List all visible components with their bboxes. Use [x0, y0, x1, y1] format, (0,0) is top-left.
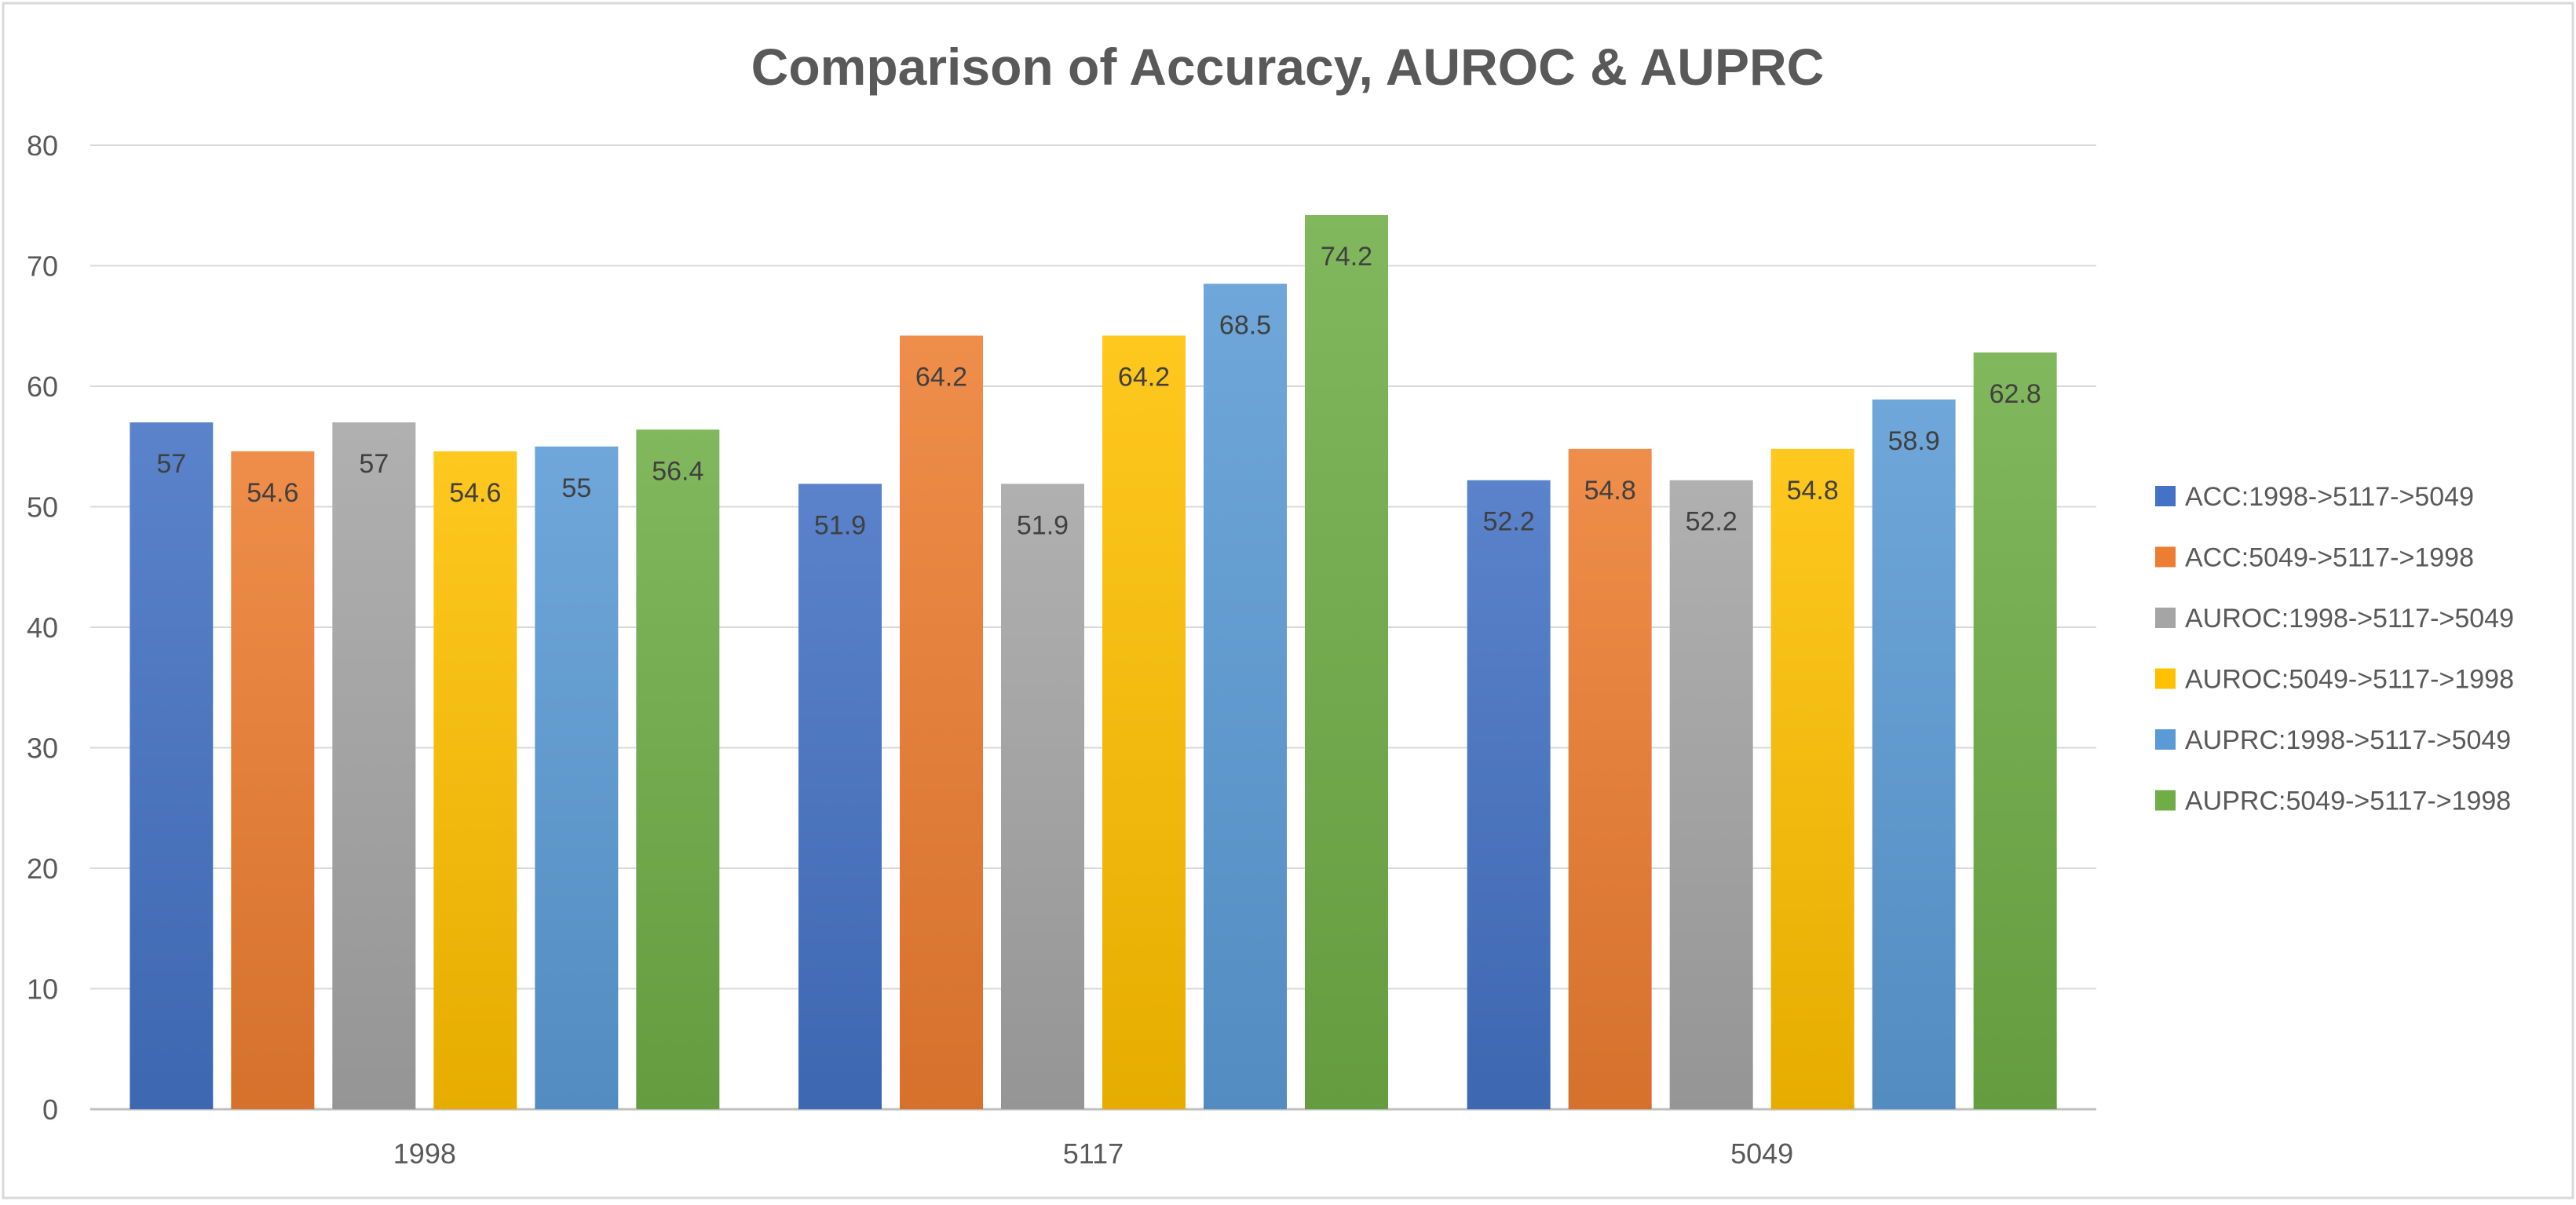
y-tick-label: 70 [27, 250, 58, 283]
data-label: 54.8 [1787, 476, 1839, 506]
legend-label: AUPRC:1998->5117->5049 [2185, 725, 2511, 755]
data-label: 52.2 [1483, 507, 1535, 537]
chart-title: Comparison of Accuracy, AUROC & AUPRC [751, 38, 1825, 96]
bar [1467, 480, 1551, 1109]
legend-item: AUPRC:1998->5117->5049 [2155, 725, 2511, 755]
legend-swatch [2155, 790, 2176, 811]
bar [636, 429, 720, 1109]
x-tick-label: 1998 [393, 1137, 456, 1170]
data-label: 54.6 [449, 478, 501, 508]
y-tick-label: 10 [27, 973, 58, 1006]
axes: 0 10 20 30 40 50 60 70 80 1998 5117 5049 [27, 130, 1793, 1170]
legend-item: AUPRC:5049->5117->1998 [2155, 787, 2511, 816]
y-tick-label: 30 [27, 732, 58, 765]
x-tick-label: 5117 [1063, 1137, 1124, 1170]
legend: ACC:1998->5117->5049 ACC:5049->5117->1998… [2155, 482, 2514, 816]
data-label: 68.5 [1219, 311, 1271, 341]
data-label: 57 [359, 449, 389, 479]
legend-swatch [2155, 729, 2176, 750]
x-tick-label: 5049 [1730, 1137, 1793, 1170]
data-label: 54.8 [1584, 476, 1636, 506]
y-tick-label: 20 [27, 853, 58, 885]
bar [798, 484, 882, 1109]
bar [433, 451, 517, 1109]
data-label: 62.8 [1990, 379, 2041, 409]
gridlines [90, 144, 2096, 1111]
legend-swatch [2155, 486, 2176, 506]
legend-swatch [2155, 546, 2176, 568]
bars [130, 215, 2057, 1109]
data-label: 55 [561, 473, 591, 503]
data-label: 58.9 [1888, 426, 1940, 456]
bar [1770, 448, 1854, 1109]
data-label: 51.9 [814, 510, 866, 540]
bar [231, 451, 315, 1109]
data-label: 56.4 [652, 456, 703, 486]
bar [1973, 352, 2057, 1109]
y-tick-label: 0 [42, 1094, 58, 1126]
legend-item: AUROC:5049->5117->1998 [2155, 665, 2514, 695]
bar [900, 335, 983, 1109]
bar [535, 446, 619, 1109]
legend-label: AUROC:1998->5117->5049 [2185, 604, 2514, 634]
data-labels: 57 54.6 57 54.6 55 56.4 51.9 64.2 51.9 64.2 68.5 74… [156, 242, 2041, 540]
y-tick-label: 50 [27, 491, 58, 524]
data-label: 64.2 [915, 363, 967, 393]
y-tick-label: 60 [27, 371, 58, 403]
bar [332, 422, 416, 1109]
bar [130, 422, 214, 1109]
legend-item: AUROC:1998->5117->5049 [2155, 604, 2514, 634]
data-label: 64.2 [1118, 363, 1170, 393]
bar [1204, 283, 1287, 1109]
bar [1872, 399, 1956, 1109]
legend-swatch [2155, 668, 2176, 689]
legend-label: ACC:1998->5117->5049 [2185, 482, 2474, 512]
legend-label: ACC:5049->5117->1998 [2185, 543, 2474, 573]
legend-label: AUROC:5049->5117->1998 [2185, 665, 2514, 695]
legend-item: ACC:5049->5117->1998 [2155, 543, 2474, 573]
bar [1001, 484, 1084, 1109]
data-label: 57 [156, 449, 186, 479]
data-label: 54.6 [247, 478, 298, 508]
legend-item: ACC:1998->5117->5049 [2155, 482, 2474, 512]
legend-label: AUPRC:5049->5117->1998 [2185, 787, 2511, 816]
bar [1102, 335, 1186, 1109]
bar [1669, 480, 1753, 1109]
data-label: 51.9 [1017, 510, 1069, 540]
legend-swatch [2155, 608, 2176, 628]
data-label: 74.2 [1321, 242, 1372, 272]
y-tick-label: 40 [27, 612, 58, 644]
bar [1305, 215, 1388, 1109]
bar [1568, 448, 1652, 1109]
data-label: 52.2 [1686, 507, 1737, 537]
y-tick-label: 80 [27, 130, 58, 162]
